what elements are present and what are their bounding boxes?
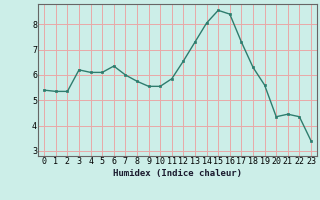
X-axis label: Humidex (Indice chaleur): Humidex (Indice chaleur) — [113, 169, 242, 178]
